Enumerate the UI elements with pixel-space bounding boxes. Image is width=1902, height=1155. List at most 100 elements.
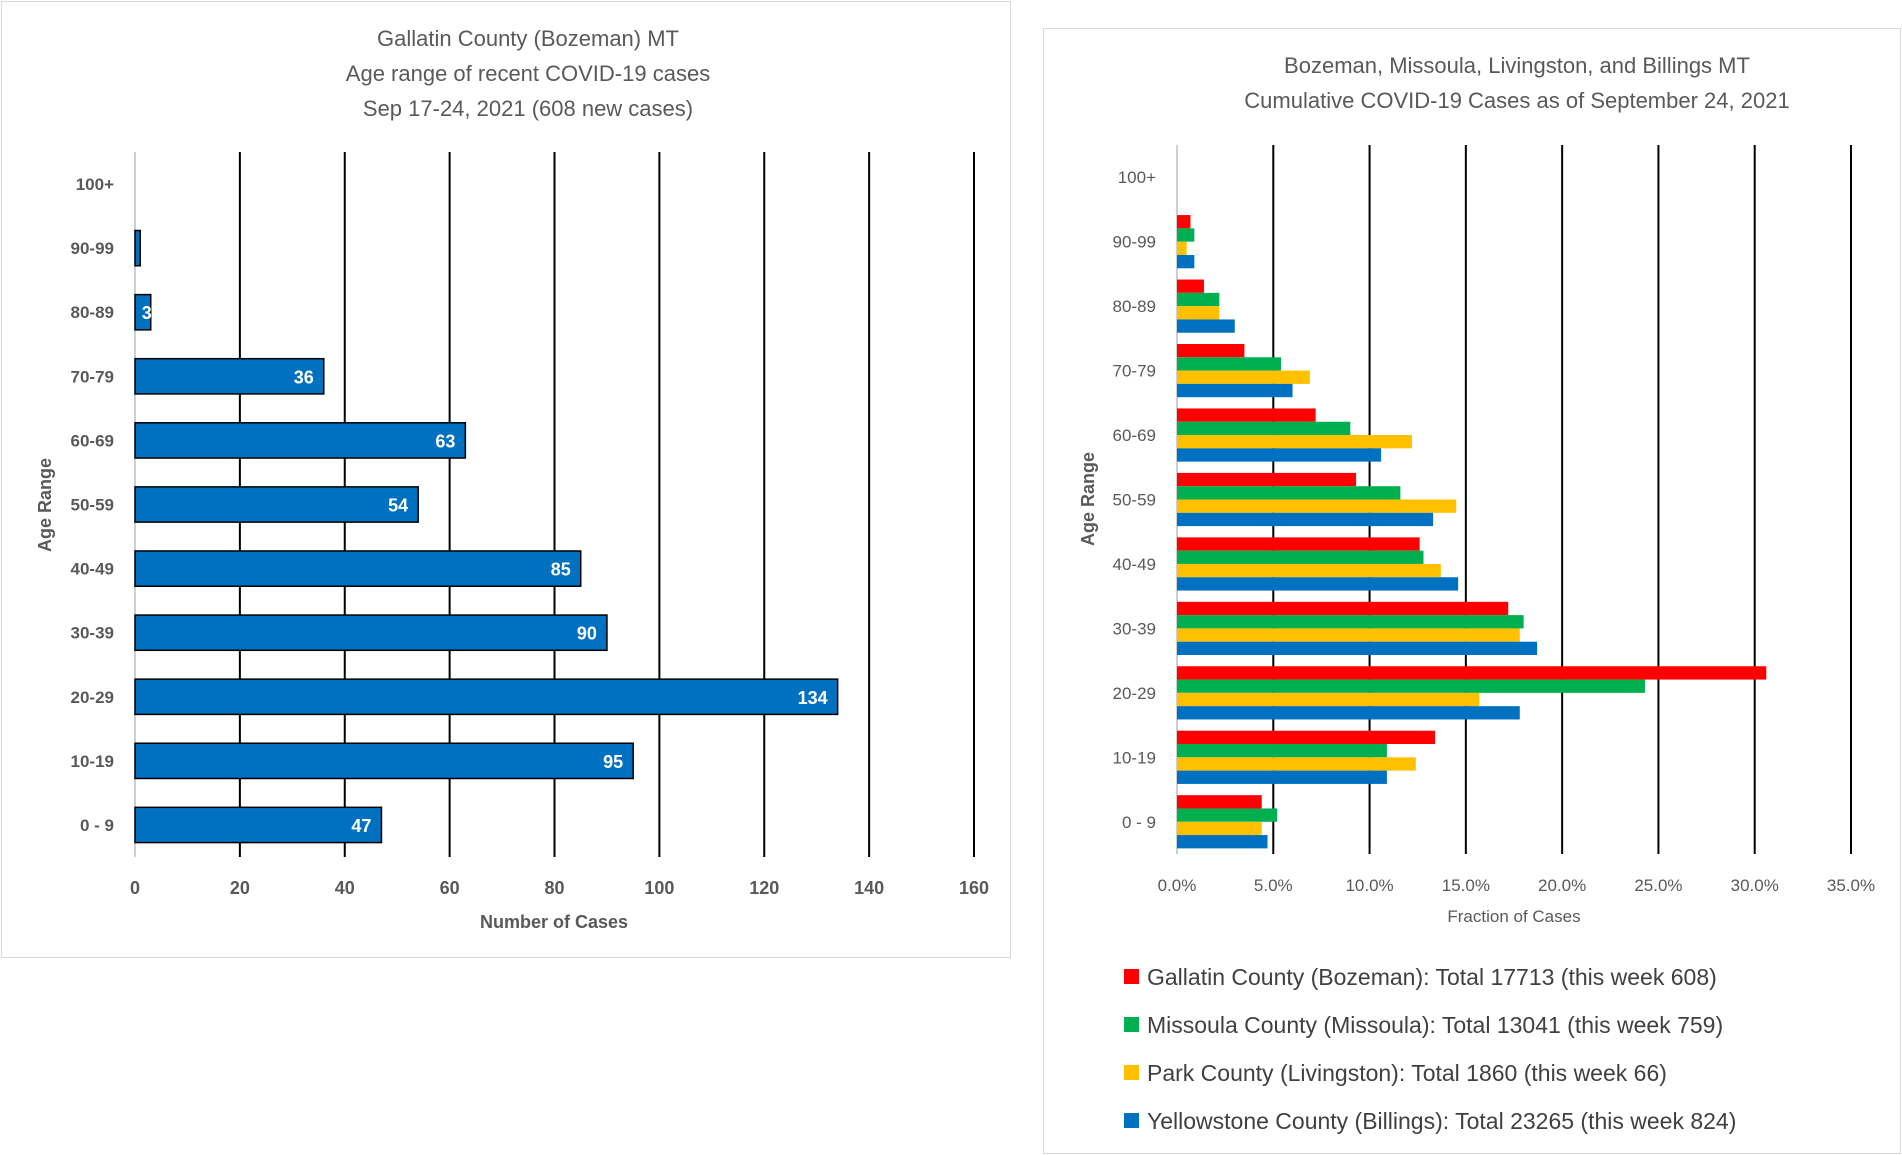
bar-series-4-10-19: [1177, 770, 1387, 784]
legend-swatch: [1124, 969, 1139, 984]
bar-80-89: [134, 293, 152, 331]
x-tick-label: 40: [335, 878, 355, 898]
data-label: 36: [294, 367, 314, 387]
bar-70-79: [134, 357, 325, 395]
x-tick-label: 20: [230, 878, 250, 898]
y-tick-label: 30-39: [1113, 619, 1156, 638]
data-labels: 47 95 134 90 85 54 63 36 3: [142, 303, 828, 836]
bar-series-2-70-79: [1177, 357, 1281, 371]
chart-panel-cumulative-comparison: Bozeman, Missoula, Livingston, and Billi…: [1043, 28, 1901, 1154]
data-label: 47: [351, 816, 371, 836]
y-tick-label: 80-89: [1113, 297, 1156, 316]
x-axis-label: Number of Cases: [480, 912, 628, 932]
bar-series-1-40-49: [1177, 537, 1420, 551]
y-tick-label: 40-49: [1113, 555, 1156, 574]
bars: [1177, 215, 1767, 849]
chart-title: Bozeman, Missoula, Livingston, and Billi…: [1244, 53, 1789, 113]
y-tick-label: 60-69: [1113, 426, 1156, 445]
bar-10-19: [134, 742, 634, 780]
legend-entry: Yellowstone County (Billings): Total 232…: [1147, 1108, 1736, 1134]
bar-series-2-10-19: [1177, 744, 1387, 758]
y-tick-label: 100+: [1118, 168, 1156, 187]
y-tick-label: 50-59: [1113, 491, 1156, 510]
legend-entry: Missoula County (Missoula): Total 13041 …: [1147, 1012, 1723, 1038]
data-label: 95: [603, 752, 623, 772]
y-tick-label: 20-29: [1113, 684, 1156, 703]
x-tick-label: 100: [644, 878, 674, 898]
x-tick-label: 35.0%: [1827, 876, 1875, 895]
y-tick-label: 50-59: [71, 496, 114, 515]
y-tick-label: 40-49: [71, 560, 114, 579]
y-tick-label: 10-19: [1113, 748, 1156, 767]
x-axis-label: Fraction of Cases: [1447, 907, 1580, 926]
bar-series-1-70-79: [1177, 343, 1245, 358]
bar-series-2-0-9: [1177, 808, 1278, 822]
chart-title-line: Age range of recent COVID-19 cases: [346, 61, 710, 86]
bar-series-2-60-69: [1177, 421, 1351, 436]
x-tick-label: 5.0%: [1254, 876, 1293, 895]
x-tick-label: 160: [959, 878, 989, 898]
bar-50-59: [134, 486, 419, 523]
x-tick-label: 10.0%: [1345, 876, 1393, 895]
x-tick-label: 20.0%: [1538, 876, 1586, 895]
y-tick-label: 0 - 9: [80, 816, 114, 835]
bar-series-1-10-19: [1177, 730, 1436, 745]
bar-series-3-60-69: [1177, 435, 1412, 449]
bar-series-3-10-19: [1177, 757, 1416, 771]
chart-title-line: Sep 17-24, 2021 (608 new cases): [363, 96, 693, 121]
x-tick-label: 25.0%: [1634, 876, 1682, 895]
bar-series-3-30-39: [1177, 628, 1520, 642]
data-label: 90: [577, 624, 597, 644]
y-tick-label: 70-79: [1113, 362, 1156, 381]
y-tick-label: 90-99: [71, 239, 114, 258]
legend-swatch: [1124, 1065, 1139, 1080]
x-tick-label: 15.0%: [1442, 876, 1490, 895]
x-tick-label: 140: [854, 878, 884, 898]
bar-60-69: [134, 422, 467, 459]
x-tick-label: 60: [440, 878, 460, 898]
y-tick-label: 30-39: [71, 624, 114, 643]
y-axis-tick-labels: 0 - 9 10-19 20-29 30-39 40-49 50-59 60-69 70-79…: [71, 175, 115, 835]
bar-series-4-80-89: [1177, 319, 1235, 333]
x-axis-tick-labels: 0.0% 5.0% 10.0% 15.0% 20.0% 25.0% 30.0% 35.0%: [1158, 876, 1875, 895]
y-tick-label: 90-99: [1113, 233, 1156, 252]
bar-series-1-80-89: [1177, 279, 1204, 293]
bar-series-2-30-39: [1177, 615, 1524, 629]
bar-series-4-60-69: [1177, 448, 1382, 462]
legend-entry: Gallatin County (Bozeman): Total 17713 (…: [1147, 964, 1717, 990]
y-tick-label: 70-79: [71, 367, 114, 386]
bar-0-9: [134, 806, 383, 844]
bar-90-99: [134, 229, 141, 267]
y-tick-label: 60-69: [71, 431, 114, 450]
data-label: 134: [798, 688, 828, 708]
chart-panel-bozeman-age-range: Gallatin County (Bozeman) MT Age range of…: [1, 1, 1011, 958]
y-axis-label: Age Range: [35, 458, 55, 552]
bar-series-3-40-49: [1177, 563, 1441, 578]
x-tick-label: 0: [130, 878, 140, 898]
bar-series-4-30-39: [1177, 641, 1538, 656]
bar-series-4-40-49: [1177, 577, 1459, 591]
bar-series-2-20-29: [1177, 679, 1645, 693]
bar-series-1-0-9: [1177, 795, 1262, 809]
bar-series-3-20-29: [1177, 692, 1480, 707]
bar-series-3-70-79: [1177, 370, 1310, 384]
bars: [134, 229, 839, 844]
bar-series-2-90-99: [1177, 228, 1195, 242]
bar-series-3-90-99: [1177, 241, 1187, 255]
bar-series-2-80-89: [1177, 292, 1220, 307]
bar-40-49: [134, 550, 582, 587]
bozeman-age-range-chart: Gallatin County (Bozeman) MT Age range of…: [35, 26, 989, 932]
bar-series-1-50-59: [1177, 472, 1357, 487]
bar-30-39: [134, 614, 608, 652]
x-tick-label: 0.0%: [1158, 876, 1197, 895]
legend-swatch: [1124, 1113, 1139, 1128]
bar-series-1-60-69: [1177, 408, 1316, 422]
bar-series-1-20-29: [1177, 666, 1767, 680]
chart-title-line: Bozeman, Missoula, Livingston, and Billi…: [1284, 53, 1750, 78]
bar-series-1-90-99: [1177, 215, 1191, 229]
legend: Gallatin County (Bozeman): Total 17713 (…: [1124, 964, 1736, 1134]
bar-series-4-20-29: [1177, 706, 1520, 720]
y-tick-label: 20-29: [71, 688, 114, 707]
y-tick-label: 80-89: [71, 303, 114, 322]
y-axis-label: Age Range: [1078, 452, 1098, 546]
